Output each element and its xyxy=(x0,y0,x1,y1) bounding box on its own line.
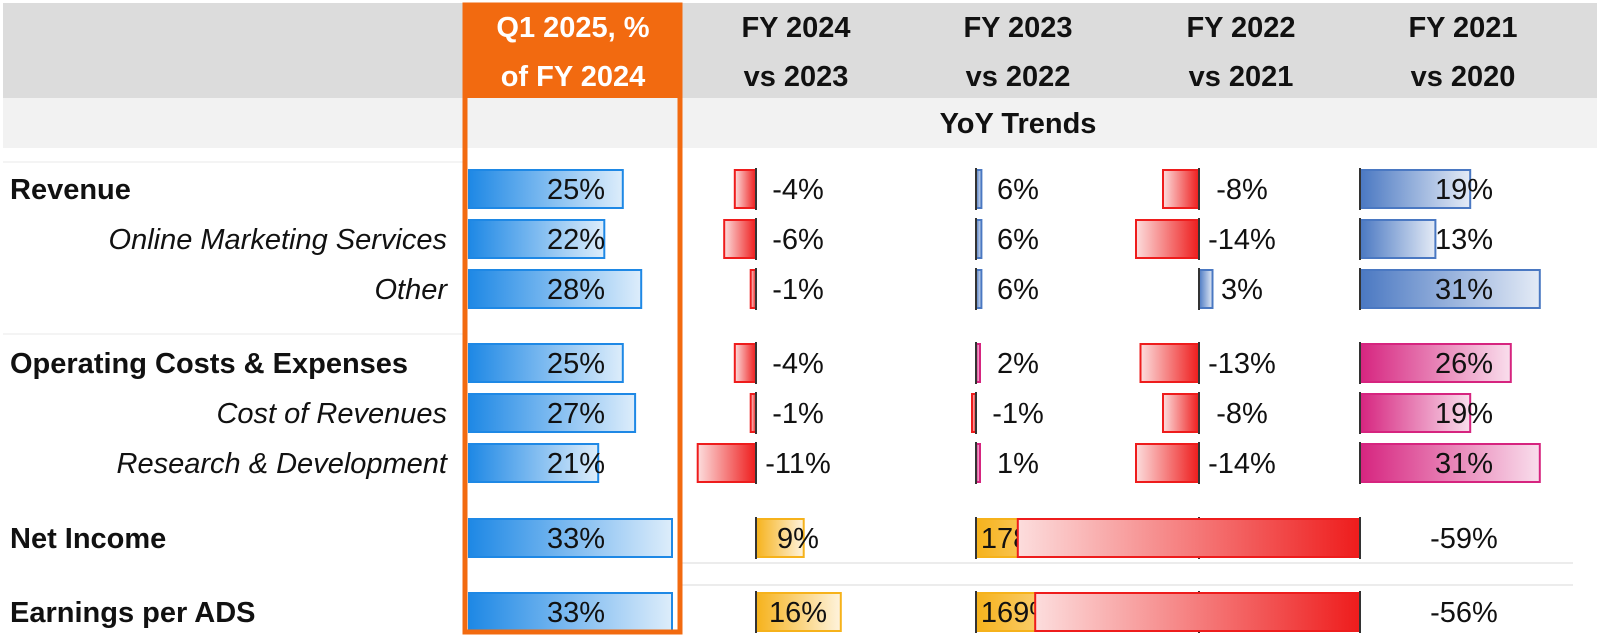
bar-fy22-row-2 xyxy=(1198,269,1214,309)
value-label-fy23-row-4: -1% xyxy=(992,398,1044,430)
column-header-fy23-line1: FY 2023 xyxy=(963,12,1072,44)
highlight-header-fill xyxy=(463,3,682,98)
column-header-fy22-line2: vs 2021 xyxy=(1189,61,1294,93)
bar-fy21-row-3 xyxy=(1359,343,1512,383)
column-header-fy21-line1: FY 2021 xyxy=(1408,12,1517,44)
value-label-fy21-row-7: -56% xyxy=(1430,597,1498,629)
header-background xyxy=(3,3,1597,98)
bar-fy22-row-0 xyxy=(1162,169,1200,209)
value-label-fy21-row-3: 26% xyxy=(1435,348,1493,380)
bar-fy24-row-3 xyxy=(733,343,757,383)
bar-q1-row-0 xyxy=(468,169,624,209)
value-label-fy22-row-0: -8% xyxy=(1216,174,1268,206)
section-label-yoy-trends: YoY Trends xyxy=(940,108,1097,140)
column-header-fy24-line1: FY 2024 xyxy=(741,12,850,44)
value-label-fy23-row-5: 1% xyxy=(997,448,1039,480)
bar-fy24-row-5 xyxy=(696,443,758,483)
value-label-fy21-row-0: 19% xyxy=(1435,174,1493,206)
row-label: Cost of Revenues xyxy=(216,398,447,430)
value-label-q1-row-2: 28% xyxy=(547,274,605,306)
value-label-q1-row-5: 21% xyxy=(547,448,605,480)
value-label-q1-row-0: 25% xyxy=(547,174,605,206)
value-label-fy22-row-5: -14% xyxy=(1208,448,1276,480)
column-header-q1-line2: of FY 2024 xyxy=(501,61,646,93)
value-label-fy23-row-2: 6% xyxy=(997,274,1039,306)
value-label-fy21-row-4: 19% xyxy=(1435,398,1493,430)
value-label-fy22-row-3: -13% xyxy=(1208,348,1276,380)
highlight-column-border xyxy=(462,2,683,635)
bar-q1-row-4 xyxy=(468,393,637,433)
value-label-q1-row-6: 33% xyxy=(547,523,605,555)
bar-q1-row-6 xyxy=(468,518,673,558)
bar-fy24-row-1 xyxy=(723,219,758,259)
value-label-fy21-row-6: -59% xyxy=(1430,523,1498,555)
bar-q1-row-5 xyxy=(468,443,600,483)
bar-fy21-row-7 xyxy=(1034,592,1361,632)
bar-fy22-row-3 xyxy=(1139,343,1200,383)
trend-header-background xyxy=(3,98,1597,148)
bar-fy21-row-6 xyxy=(1016,518,1361,558)
value-label-fy21-row-2: 31% xyxy=(1435,274,1493,306)
bar-fy22-row-1 xyxy=(1135,219,1200,259)
bar-fy21-row-5 xyxy=(1359,443,1541,483)
value-label-fy23-row-0: 6% xyxy=(997,174,1039,206)
value-label-fy22-row-1: -14% xyxy=(1208,224,1276,256)
row-label: Research & Development xyxy=(117,448,449,480)
value-label-q1-row-4: 27% xyxy=(547,398,605,430)
value-label-fy24-row-7: 16% xyxy=(769,597,827,629)
bar-fy21-row-2 xyxy=(1359,269,1541,309)
row-label: Operating Costs & Expenses xyxy=(10,348,408,380)
column-header-q1-line1: Q1 2025, % xyxy=(496,12,649,44)
column-header-fy23-line2: vs 2022 xyxy=(966,61,1071,93)
value-label-fy24-row-4: -1% xyxy=(772,398,824,430)
bar-fy21-row-0 xyxy=(1359,169,1472,209)
bar-fy22-row-5 xyxy=(1135,443,1200,483)
row-label: Other xyxy=(374,274,448,306)
value-label-fy23-row-3: 2% xyxy=(997,348,1039,380)
value-label-q1-row-3: 25% xyxy=(547,348,605,380)
column-header-fy24-line2: vs 2023 xyxy=(744,61,849,93)
value-label-fy24-row-6: 9% xyxy=(777,523,819,555)
bar-q1-row-2 xyxy=(468,269,643,309)
column-header-fy22-line1: FY 2022 xyxy=(1186,12,1295,44)
value-label-fy24-row-5: -11% xyxy=(765,448,831,480)
bar-q1-row-1 xyxy=(468,219,606,259)
value-label-fy24-row-0: -4% xyxy=(772,174,824,206)
bar-q1-row-7 xyxy=(468,592,673,632)
row-label: Revenue xyxy=(10,174,131,206)
value-label-q1-row-1: 22% xyxy=(547,224,605,256)
bar-fy22-row-4 xyxy=(1162,393,1200,433)
bar-fy24-row-6 xyxy=(755,518,805,558)
column-header-fy21-line2: vs 2020 xyxy=(1411,61,1516,93)
value-label-fy24-row-2: -1% xyxy=(772,274,824,306)
bar-fy21-row-4 xyxy=(1359,393,1472,433)
value-label-q1-row-7: 33% xyxy=(547,597,605,629)
value-label-fy22-row-2: 3% xyxy=(1221,274,1263,306)
row-label: Net Income xyxy=(10,523,166,555)
value-label-fy24-row-3: -4% xyxy=(772,348,824,380)
row-label: Online Marketing Services xyxy=(109,224,447,256)
value-label-fy21-row-1: 13% xyxy=(1435,224,1493,256)
value-label-fy22-row-4: -8% xyxy=(1216,398,1268,430)
value-label-fy23-row-1: 6% xyxy=(997,224,1039,256)
bar-fy21-row-1 xyxy=(1359,219,1437,259)
value-label-fy21-row-5: 31% xyxy=(1435,448,1493,480)
bar-q1-row-3 xyxy=(468,343,624,383)
value-label-fy24-row-1: -6% xyxy=(772,224,824,256)
bar-fy24-row-0 xyxy=(733,169,757,209)
row-label: Earnings per ADS xyxy=(10,597,255,629)
